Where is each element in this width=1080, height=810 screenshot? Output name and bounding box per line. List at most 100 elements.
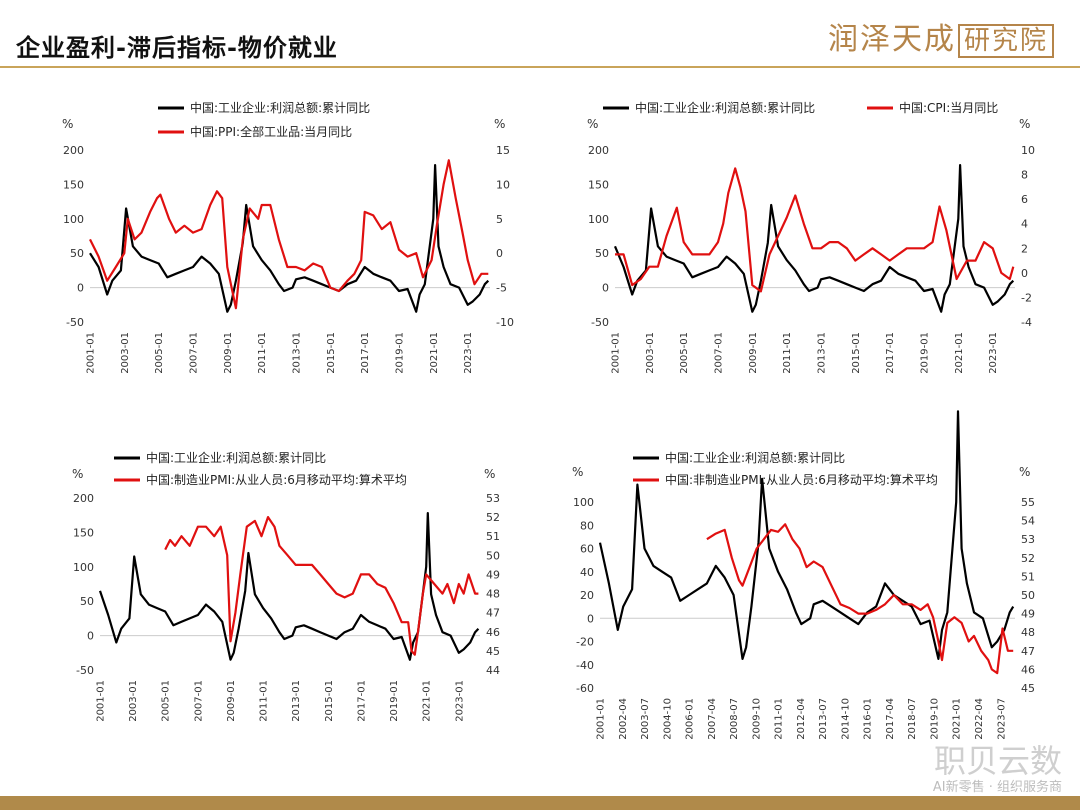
x-tick-label: 2015-01 (326, 332, 337, 374)
x-tick-label: 2001-01 (596, 698, 607, 740)
y-left-tick-label: 200 (63, 144, 84, 157)
title-divider (0, 66, 1080, 68)
y-left-tick-label: 150 (73, 526, 94, 539)
y-left-tick-label: -60 (576, 682, 594, 695)
y-left-tick-label: 40 (580, 566, 594, 579)
x-tick-label: 2013-01 (817, 332, 828, 374)
y-right-tick-label: 2 (1021, 242, 1028, 255)
x-tick-label: 2014-10 (840, 698, 851, 740)
y-left-tick-label: 60 (580, 543, 594, 556)
x-tick-label: 2021-01 (952, 698, 963, 740)
x-tick-label: 2003-01 (645, 332, 656, 374)
y-right-unit: % (1019, 465, 1030, 479)
legend-label: 中国:CPI:当月同比 (899, 100, 998, 115)
x-tick-label: 2016-01 (863, 698, 874, 740)
x-tick-label: 2023-01 (454, 680, 465, 722)
y-right-tick-label: 4 (1021, 218, 1028, 231)
x-tick-label: 2011-01 (782, 332, 793, 374)
y-left-tick-label: 100 (573, 496, 594, 509)
x-tick-label: 2023-01 (463, 332, 474, 374)
x-tick-label: 2005-01 (161, 680, 172, 722)
legend-label: 中国:非制造业PMI:从业人员:6月移动平均:算术平均 (665, 472, 938, 487)
x-tick-label: 2009-01 (748, 332, 759, 374)
x-tick-label: 2005-01 (154, 332, 165, 374)
x-tick-label: 2001-01 (86, 332, 97, 374)
y-right-tick-label: -5 (496, 282, 507, 295)
x-tick-label: 2015-01 (851, 332, 862, 374)
watermark-main: 职贝云数 (933, 742, 1062, 780)
y-left-tick-label: 0 (77, 282, 84, 295)
y-right-tick-label: 0 (496, 247, 503, 260)
y-left-unit: % (62, 117, 73, 131)
y-right-tick-label: 47 (486, 607, 500, 620)
x-tick-label: 2009-01 (223, 332, 234, 374)
y-right-tick-label: 15 (496, 144, 510, 157)
x-tick-label: 2001-01 (96, 680, 107, 722)
x-tick-label: 2004-10 (662, 698, 673, 740)
y-left-tick-label: 20 (580, 589, 594, 602)
y-right-tick-label: 53 (1021, 533, 1035, 546)
x-tick-label: 2009-01 (226, 680, 237, 722)
y-right-tick-label: 52 (486, 511, 500, 524)
y-right-tick-label: 50 (1021, 589, 1035, 602)
y-right-unit: % (1019, 117, 1030, 131)
x-tick-label: 2013-01 (292, 332, 303, 374)
series-line-red (706, 523, 1014, 675)
y-right-unit: % (494, 117, 505, 131)
legend-label: 中国:工业企业:利润总额:累计同比 (635, 100, 815, 115)
y-left-tick-label: -50 (66, 316, 84, 329)
x-tick-label: 2007-01 (714, 332, 725, 374)
x-tick-label: 2019-01 (395, 332, 406, 374)
logo-text: 润泽天成 (827, 22, 956, 57)
chart-2: 200 150 100 50 0 -50 10 8 6 4 2 0 -2 -4% % 2001-01 2003-… (587, 100, 1035, 374)
y-left-tick-label: -50 (591, 316, 609, 329)
y-right-tick-label: 6 (1021, 193, 1028, 206)
y-right-tick-label: 51 (1021, 570, 1035, 583)
brand-logo: 润泽天成 研究院 (828, 14, 1054, 58)
y-left-tick-label: -20 (576, 636, 594, 649)
series-line-profit (613, 163, 1015, 313)
legend-label: 中国:工业企业:利润总额:累计同比 (665, 450, 845, 465)
y-left-tick-label: 150 (588, 178, 609, 191)
x-tick-label: 2007-01 (193, 680, 204, 722)
series-line-red (164, 515, 479, 656)
legend-label: 中国:工业企业:利润总额:累计同比 (190, 100, 370, 115)
legend-label: 中国:制造业PMI:从业人员:6月移动平均:算术平均 (146, 472, 407, 487)
y-right-tick-label: 49 (1021, 608, 1035, 621)
y-left-tick-label: 50 (70, 247, 84, 260)
y-right-tick-label: 8 (1021, 169, 1028, 182)
y-right-tick-label: 49 (486, 568, 500, 581)
y-right-tick-label: 45 (1021, 682, 1035, 695)
y-left-tick-label: 50 (595, 247, 609, 260)
chart-4: 100 80 60 40 20 0 -20 -40 -60 55 54 53 52 51 50 49 48 47 4… (572, 410, 1035, 740)
x-tick-label: 2002-04 (618, 698, 629, 740)
y-right-tick-label: 46 (1021, 663, 1035, 676)
x-tick-label: 2019-10 (929, 698, 940, 740)
x-tick-label: 2007-01 (189, 332, 200, 374)
x-tick-label: 2015-01 (324, 680, 335, 722)
y-right-tick-label: 52 (1021, 552, 1035, 565)
y-right-tick-label: 47 (1021, 645, 1035, 658)
y-left-tick-label: -50 (76, 664, 94, 677)
x-tick-label: 2021-01 (954, 332, 965, 374)
x-tick-label: 2003-07 (640, 698, 651, 740)
y-right-tick-label: 48 (1021, 626, 1035, 639)
y-right-tick-label: 10 (1021, 144, 1035, 157)
x-tick-label: 2003-01 (128, 680, 139, 722)
y-right-tick-label: 44 (486, 664, 500, 677)
series-line-profit (598, 410, 1015, 660)
x-tick-label: 2017-04 (885, 698, 896, 740)
y-left-unit: % (587, 117, 598, 131)
x-tick-label: 2023-07 (996, 698, 1007, 740)
x-tick-label: 2012-04 (796, 698, 807, 740)
chart-3: 200 150 100 50 0 -50 53 52 51 50 49 48 47 46 45 44% % 200… (72, 450, 500, 722)
x-tick-label: 2011-01 (257, 332, 268, 374)
x-tick-label: 2021-01 (422, 680, 433, 722)
watermark-sub: AI新零售 · 组织服务商 (932, 780, 1062, 795)
series-line-profit (89, 163, 490, 313)
y-right-tick-label: 54 (1021, 515, 1035, 528)
y-left-tick-label: 100 (73, 561, 94, 574)
x-tick-label: 2008-07 (729, 698, 740, 740)
y-left-tick-label: 0 (602, 282, 609, 295)
y-left-unit: % (572, 465, 583, 479)
